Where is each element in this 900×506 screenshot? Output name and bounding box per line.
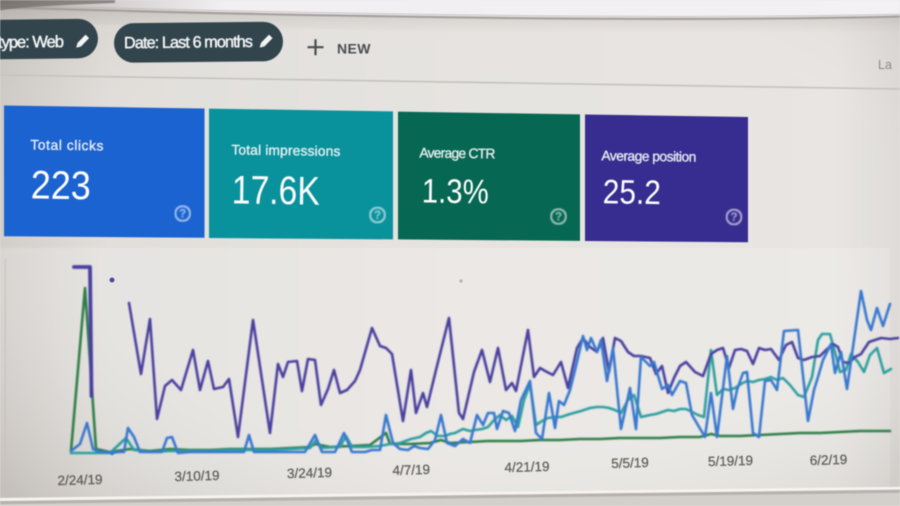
svg-text:1.3%: 1.3%	[422, 172, 490, 211]
svg-text:La: La	[878, 58, 892, 72]
svg-text:17.6K: 17.6K	[231, 168, 320, 213]
svg-text:5/5/19: 5/5/19	[611, 455, 649, 471]
svg-text:3/24/19: 3/24/19	[287, 465, 332, 481]
svg-text:2/24/19: 2/24/19	[57, 472, 102, 488]
svg-text:?: ?	[179, 209, 186, 221]
svg-text:?: ?	[555, 212, 562, 224]
svg-text:223: 223	[30, 163, 91, 208]
svg-text:5/19/19: 5/19/19	[708, 453, 753, 469]
svg-text:3/10/19: 3/10/19	[174, 468, 219, 484]
svg-text:Average CTR: Average CTR	[419, 145, 495, 161]
svg-text:6/2/19: 6/2/19	[810, 452, 848, 468]
svg-text:25.2: 25.2	[603, 173, 662, 212]
svg-text:?: ?	[374, 210, 381, 222]
svg-text:Total impressions: Total impressions	[231, 142, 340, 159]
svg-text:type: Web: type: Web	[0, 33, 64, 52]
svg-text:Date: Last 6 months: Date: Last 6 months	[124, 33, 253, 52]
svg-text:?: ?	[730, 212, 737, 224]
svg-text:NEW: NEW	[337, 41, 371, 57]
svg-text:4/21/19: 4/21/19	[504, 459, 549, 475]
svg-text:Total clicks: Total clicks	[30, 137, 103, 153]
svg-text:Average position: Average position	[601, 148, 696, 164]
svg-text:4/7/19: 4/7/19	[392, 462, 430, 478]
